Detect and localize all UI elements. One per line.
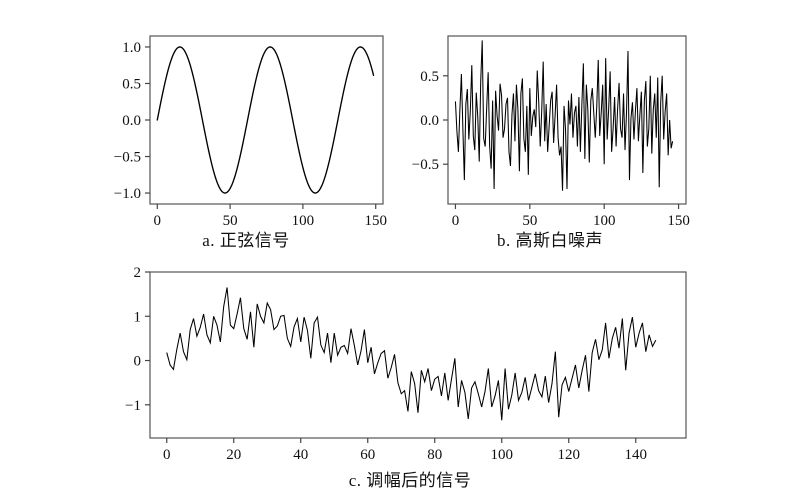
x-tick-label: 50: [522, 213, 537, 229]
x-tick-label: 0: [154, 213, 162, 229]
x-tick-label: 20: [226, 447, 241, 462]
x-tick-label: 140: [625, 447, 648, 462]
y-tick-label: 1.0: [122, 40, 141, 56]
y-tick-label: 0.0: [122, 113, 141, 129]
y-tick-label: −0.5: [412, 157, 439, 173]
subplot-b-gaussian-white-noise: 0 50 100 150 −0.5 0.0 0.5: [400, 22, 700, 262]
y-tick-label: 0.5: [122, 76, 141, 92]
y-tick-label: −0.5: [114, 150, 141, 166]
x-tick-label: 0: [163, 447, 171, 462]
subplot-b-svg: 0 50 100 150 −0.5 0.0 0.5: [412, 35, 690, 229]
caption-subplot-c: c. 调幅后的信号: [348, 471, 472, 490]
y-tick-label: 0.5: [420, 69, 439, 85]
y-tick-label: 2: [134, 265, 142, 281]
x-tick-label: 120: [558, 447, 581, 462]
y-tick-label: 1: [134, 309, 142, 325]
x-tick-label: 60: [360, 447, 375, 462]
caption-subplot-a: a. 正弦信号: [202, 231, 290, 250]
subplot-a-svg: 0 50 100 150 −1.0 −0.5 0.0 0.5 1.0: [114, 35, 387, 229]
x-tick-label: 150: [364, 213, 387, 229]
y-tick-label: −1: [125, 398, 141, 414]
x-tick-label: 100: [593, 213, 616, 229]
y-tick-label: 0.0: [420, 113, 439, 129]
x-tick-label: 40: [293, 447, 308, 462]
x-tick-label: 100: [491, 447, 514, 462]
series-amplitude-modulated-signal: [166, 287, 657, 421]
x-tick-label: 0: [452, 213, 460, 229]
x-tick-label: 100: [292, 213, 315, 229]
plot-frame: [149, 35, 384, 205]
x-tick-label: 150: [667, 213, 690, 229]
y-tick-label: 0: [134, 354, 142, 370]
subplot-a-sine-signal: 0 50 100 150 −1.0 −0.5 0.0 0.5 1.0: [96, 22, 396, 262]
series-sine: [156, 46, 375, 194]
subplot-c-amplitude-modulated-signal: 0 20 40 60 80 100 120 140 −1 0 1 2: [110, 262, 710, 500]
series-gaussian-white-noise: [454, 40, 674, 191]
y-tick-label: −1.0: [114, 186, 141, 202]
subplot-c-svg: 0 20 40 60 80 100 120 140 −1 0 1 2: [125, 265, 687, 462]
x-tick-label: 80: [427, 447, 442, 462]
caption-subplot-b: b. 高斯白噪声: [497, 231, 603, 250]
x-tick-label: 50: [223, 213, 238, 229]
plot-frame: [149, 271, 687, 439]
